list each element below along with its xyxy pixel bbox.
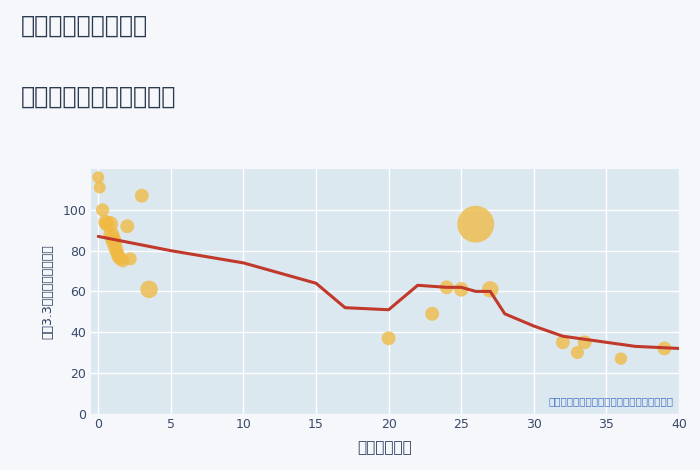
X-axis label: 築年数（年）: 築年数（年） <box>358 440 412 455</box>
Point <box>122 222 133 230</box>
Point <box>659 345 670 352</box>
Point <box>615 355 626 362</box>
Point <box>125 255 136 263</box>
Point <box>94 184 105 191</box>
Point <box>579 338 590 346</box>
Point <box>102 220 113 228</box>
Point <box>426 310 438 318</box>
Text: 築年数別中古戸建て価格: 築年数別中古戸建て価格 <box>21 85 176 109</box>
Point <box>107 235 118 242</box>
Point <box>111 249 122 257</box>
Point <box>383 335 394 342</box>
Text: 円の大きさは、取引のあった物件面積を示す: 円の大きさは、取引のあった物件面積を示す <box>548 396 673 406</box>
Point <box>118 257 129 265</box>
Point <box>113 253 124 260</box>
Point <box>106 231 117 238</box>
Point <box>557 338 568 346</box>
Point <box>572 349 583 356</box>
Point <box>456 286 467 293</box>
Point <box>110 245 121 252</box>
Point <box>441 283 452 291</box>
Text: 愛知県清須市廻間の: 愛知県清須市廻間の <box>21 14 148 38</box>
Point <box>144 286 155 293</box>
Point <box>92 173 104 181</box>
Point <box>136 192 148 199</box>
Point <box>100 219 111 226</box>
Point <box>104 220 116 228</box>
Point <box>470 220 482 228</box>
Point <box>108 239 120 246</box>
Y-axis label: 坪（3.3㎡）単価（万円）: 坪（3.3㎡）単価（万円） <box>41 244 54 339</box>
Point <box>114 255 125 263</box>
Point <box>97 206 108 214</box>
Point <box>484 286 496 293</box>
